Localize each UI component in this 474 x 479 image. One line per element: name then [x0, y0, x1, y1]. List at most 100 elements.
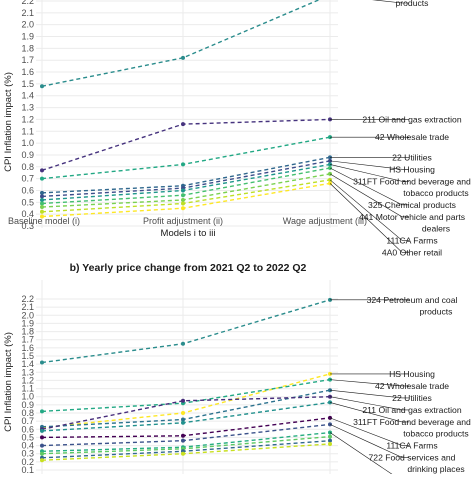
label-leader-line — [329, 424, 409, 458]
data-point — [40, 176, 44, 181]
data-point — [181, 188, 185, 193]
label-leader-line — [329, 173, 409, 218]
y-tick-label: 0.7 — [21, 174, 34, 184]
label-leader-line — [371, 0, 409, 4]
data-point — [181, 438, 185, 443]
series-label: 722 Food services and — [369, 452, 456, 462]
data-point — [40, 428, 44, 433]
series-label: 211 Oil and gas extraction — [362, 114, 461, 124]
label-leader-line — [329, 389, 409, 399]
panel-b: b) Yearly price change from 2021 Q2 to 2… — [3, 262, 471, 479]
y-tick-label: 1.7 — [21, 55, 34, 65]
data-point — [181, 341, 185, 346]
y-tick-label: 1.9 — [21, 318, 34, 328]
y-tick-label: 2.1 — [21, 302, 34, 312]
panel-a: 0.3 0.4 0.5 0.60.7 0.8 0.9 1.0 1.1 1.21.3 1.4 1.5 1… — [3, 0, 471, 257]
series-label: 111CA Farms — [386, 235, 437, 245]
series-label: tobacco products — [403, 428, 468, 438]
data-point — [328, 438, 332, 443]
label-leader-line — [329, 167, 409, 206]
data-point — [181, 206, 185, 211]
data-point — [40, 197, 44, 202]
y-tick-label: 0.4 — [21, 441, 34, 451]
data-point — [40, 360, 44, 365]
data-point — [181, 201, 185, 206]
data-point — [181, 420, 185, 425]
y-tick-label: 1.8 — [21, 43, 34, 53]
x-tick-label: Wage adjustment (iii) — [283, 216, 367, 226]
label-leader-line — [329, 417, 409, 446]
y-tick-label: 0.9 — [21, 150, 34, 160]
series-label: 325 Chemical products — [368, 200, 456, 210]
data-point — [181, 162, 185, 167]
y-tick-label: 0.4 — [21, 209, 34, 219]
y-tick-label: 1.0 — [21, 138, 34, 148]
data-point — [40, 409, 44, 414]
data-point — [328, 434, 332, 439]
series-label: 42 Wholesale trade — [375, 132, 449, 142]
series-label: 111CA Farms — [386, 440, 437, 450]
data-point — [40, 190, 44, 195]
y-tick-label: 1.4 — [21, 91, 34, 101]
y-tick-label: 0.9 — [21, 400, 34, 410]
series-label: products — [396, 0, 429, 8]
series-label: HS Housing — [389, 369, 435, 379]
series-label: 42 Wholesale trade — [375, 381, 449, 391]
y-tick-label: 0.3 — [21, 449, 34, 459]
y-tick-label: 2.0 — [21, 20, 34, 30]
label-leader-line — [329, 183, 409, 253]
y-tick-label: 0.6 — [21, 185, 34, 195]
data-point — [181, 122, 185, 127]
data-point — [181, 433, 185, 438]
data-point — [40, 443, 44, 448]
panel-a-x-axis-label: Models i to iii — [161, 228, 216, 239]
label-leader-line — [329, 432, 400, 479]
series-label: 324 Petroleum and coal — [367, 295, 458, 305]
y-tick-label: 0.5 — [21, 432, 34, 442]
y-tick-label: 1.6 — [21, 343, 34, 353]
data-point — [40, 435, 44, 440]
y-tick-label: 1.8 — [21, 327, 34, 337]
y-tick-label: 1.4 — [21, 359, 34, 369]
data-point — [40, 451, 44, 456]
y-tick-label: 1.5 — [21, 79, 34, 89]
data-point — [181, 197, 185, 202]
data-point — [40, 168, 44, 173]
data-point — [40, 205, 44, 210]
series-label: dealers — [422, 223, 450, 233]
y-tick-label: 0.1 — [21, 465, 34, 474]
y-tick-label: 1.5 — [21, 351, 34, 361]
y-tick-label: 0.7 — [21, 416, 34, 426]
series-label: 311FT Food and beverage and — [353, 176, 471, 186]
series-label: 441 Motor vehicle and parts — [359, 212, 465, 222]
series-label: 311FT Food and beverage and — [353, 417, 471, 427]
label-leader-line — [329, 379, 409, 387]
y-tick-label: 1.9 — [21, 32, 34, 42]
label-leader-line — [329, 396, 409, 411]
series-label: 211 Oil and gas extraction — [362, 405, 461, 415]
x-tick-label: Baseline model (i) — [8, 216, 80, 226]
y-tick-label: 2.1 — [21, 8, 34, 18]
y-tick-label: 0.2 — [21, 457, 34, 467]
y-tick-label: 1.2 — [21, 375, 34, 385]
y-tick-label: 2.0 — [21, 310, 34, 320]
label-leader-line — [329, 179, 409, 241]
series-label: 22 Utilities — [392, 393, 432, 403]
data-point — [40, 84, 44, 89]
data-point — [181, 55, 185, 60]
data-point — [181, 417, 185, 422]
data-point — [328, 441, 332, 446]
label-leader-line — [329, 164, 409, 182]
y-tick-label: 0.5 — [21, 197, 34, 207]
data-point — [40, 458, 44, 463]
y-tick-label: 2.2 — [21, 294, 34, 304]
series-label: drinking places — [407, 464, 464, 474]
y-tick-label: 1.3 — [21, 103, 34, 113]
series-label: products — [420, 306, 453, 316]
data-point — [181, 398, 185, 403]
data-point — [181, 451, 185, 456]
label-leader-line — [329, 160, 409, 170]
y-tick-label: 2.2 — [21, 0, 34, 6]
